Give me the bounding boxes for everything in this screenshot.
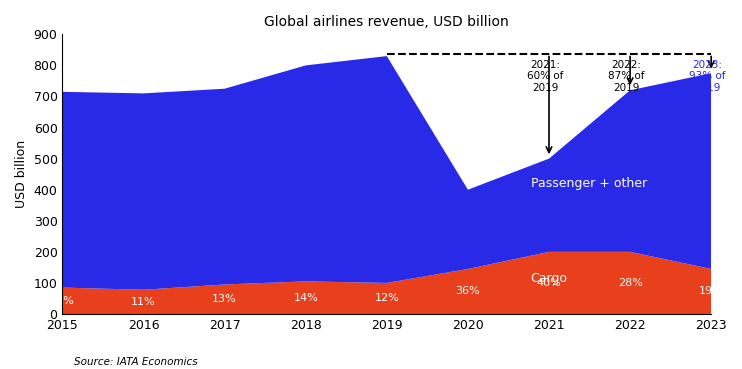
Text: 2021:
60% of
2019: 2021: 60% of 2019 bbox=[527, 60, 563, 93]
Text: 11%: 11% bbox=[131, 297, 156, 307]
Text: 13%: 13% bbox=[212, 294, 237, 304]
Text: Passenger + other: Passenger + other bbox=[531, 177, 648, 190]
Text: 40%: 40% bbox=[536, 278, 562, 288]
Text: Source: IATA Economics: Source: IATA Economics bbox=[74, 357, 198, 367]
Text: Cargo: Cargo bbox=[531, 272, 568, 285]
Text: 19%: 19% bbox=[699, 286, 723, 296]
Text: 12%: 12% bbox=[375, 293, 399, 303]
Title: Global airlines revenue, USD billion: Global airlines revenue, USD billion bbox=[264, 15, 509, 29]
Text: 12%: 12% bbox=[50, 296, 75, 306]
Text: 2022:
87% of
2019: 2022: 87% of 2019 bbox=[608, 60, 644, 93]
Text: 14%: 14% bbox=[293, 293, 318, 303]
Text: 2023:
93% of
2019: 2023: 93% of 2019 bbox=[689, 60, 726, 93]
Text: 28%: 28% bbox=[617, 278, 643, 288]
Y-axis label: USD billion: USD billion bbox=[15, 140, 28, 208]
Text: 36%: 36% bbox=[456, 286, 480, 296]
